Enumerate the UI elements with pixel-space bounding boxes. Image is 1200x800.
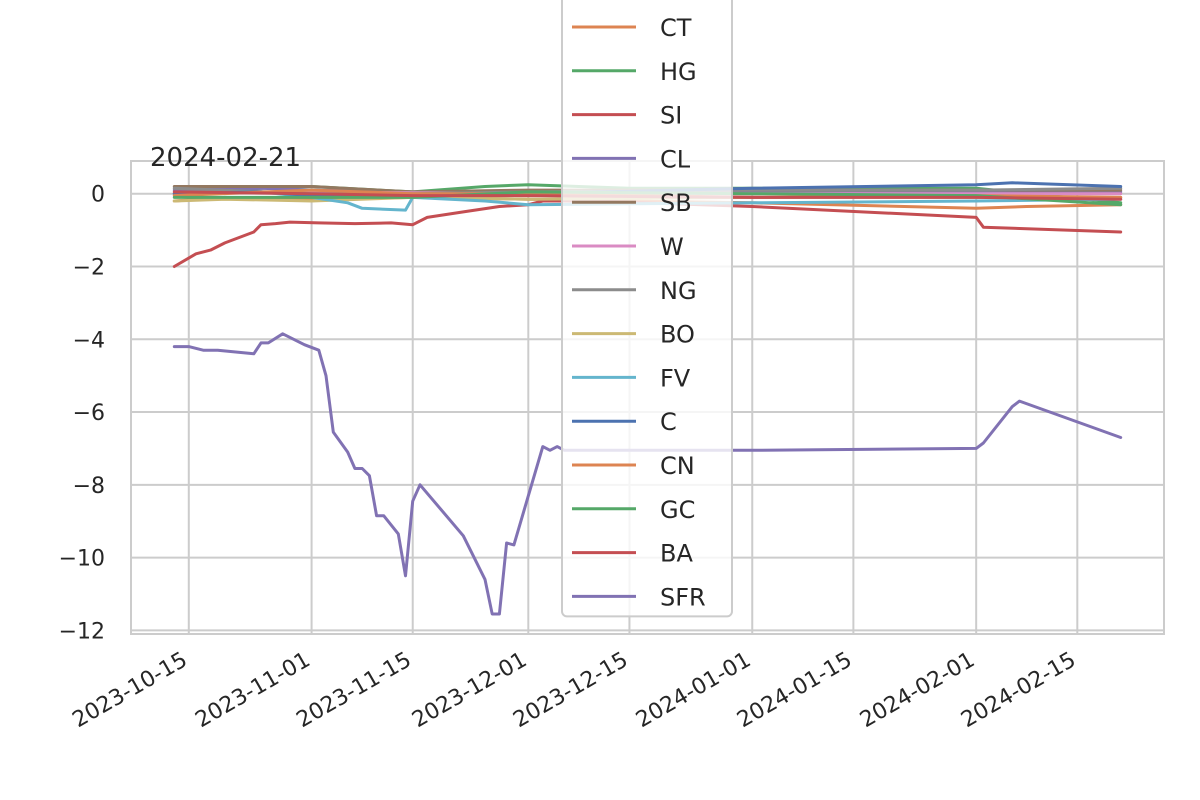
legend-label: GC bbox=[660, 496, 695, 524]
y-tick-label: −4 bbox=[73, 328, 105, 353]
legend: CT HG SI CL SB W NG BO FV C CN GC BA SFR bbox=[561, 0, 733, 618]
legend-label: BO bbox=[660, 321, 695, 349]
x-tick-label: 2024-02-15 bbox=[957, 648, 1080, 734]
y-tick-label: 0 bbox=[91, 183, 105, 208]
x-tick-label: 2024-01-01 bbox=[632, 648, 755, 734]
legend-box bbox=[561, 0, 733, 618]
legend-label: HG bbox=[660, 58, 697, 86]
x-axis-ticks: 2023-10-15 2023-11-012023-11-152023-12-01… bbox=[69, 648, 1081, 734]
legend-label: SFR bbox=[660, 583, 706, 611]
y-tick-label: −6 bbox=[73, 401, 105, 426]
legend-label: FV bbox=[660, 364, 691, 392]
y-tick-label: −12 bbox=[59, 619, 105, 644]
y-axis-ticks: 0 −2 −4 −6 −8 −10 −12 bbox=[59, 183, 105, 645]
x-tick-label: 2023-10-15 bbox=[69, 648, 192, 734]
series-line-ba bbox=[172, 190, 1123, 201]
series-line-gc bbox=[172, 190, 1123, 207]
y-tick-label: −10 bbox=[59, 547, 105, 572]
x-tick-label: 2023-12-15 bbox=[509, 648, 632, 734]
legend-label: C bbox=[660, 408, 677, 436]
legend-label: NG bbox=[660, 277, 697, 305]
legend-label: SB bbox=[660, 189, 692, 217]
y-tick-label: −8 bbox=[73, 474, 105, 499]
legend-label: SI bbox=[660, 102, 682, 130]
legend-label: BA bbox=[660, 540, 693, 568]
x-tick-label: 2023-11-01 bbox=[191, 648, 314, 734]
chart-title: 2024-02-21 bbox=[150, 143, 301, 173]
legend-label: CL bbox=[660, 145, 691, 173]
legend-label: CN bbox=[660, 452, 695, 480]
legend-label: W bbox=[660, 233, 684, 261]
x-tick-label: 2023-11-15 bbox=[292, 648, 415, 734]
y-tick-label: −2 bbox=[73, 256, 105, 281]
legend-label: CT bbox=[660, 14, 692, 42]
x-tick-label: 2024-01-15 bbox=[733, 648, 856, 734]
x-tick-label: 2024-02-01 bbox=[856, 648, 979, 734]
x-tick-label: 2023-12-01 bbox=[408, 648, 531, 734]
